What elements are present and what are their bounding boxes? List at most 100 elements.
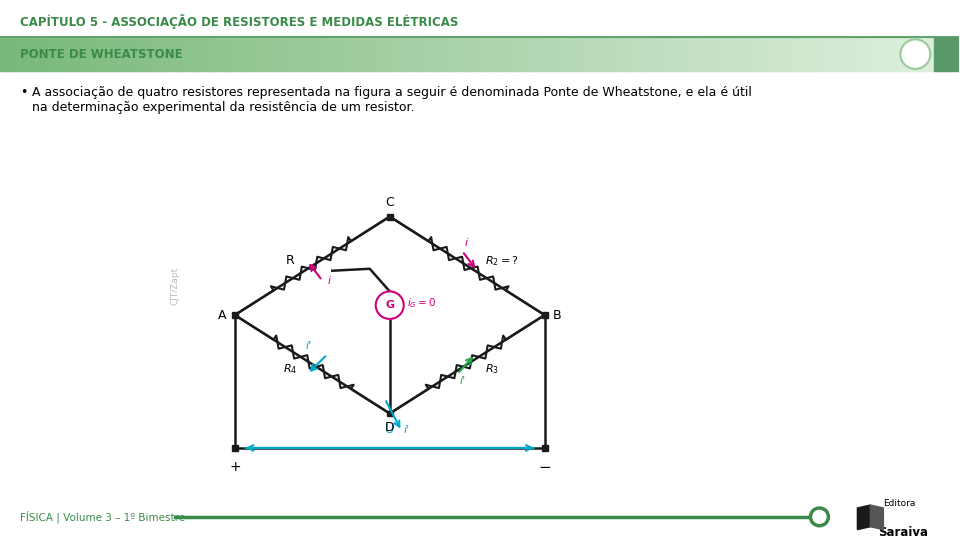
Bar <box>351 37 356 71</box>
Bar <box>825 37 829 71</box>
Bar <box>502 37 506 71</box>
Bar <box>690 37 695 71</box>
Bar <box>236 37 241 71</box>
Bar <box>16 37 20 71</box>
Bar <box>22 37 27 71</box>
Bar <box>288 37 292 71</box>
Bar <box>438 37 443 71</box>
Bar <box>707 37 711 71</box>
Bar <box>853 37 858 71</box>
Bar <box>694 37 698 71</box>
Bar <box>32 37 36 71</box>
Bar <box>231 312 238 318</box>
Bar <box>255 37 260 71</box>
Bar <box>767 37 772 71</box>
Bar <box>684 37 688 71</box>
Bar <box>29 37 33 71</box>
Text: $R_2 = ?$: $R_2 = ?$ <box>485 254 519 268</box>
Bar <box>915 37 919 71</box>
Bar <box>346 37 349 71</box>
Bar <box>512 37 516 71</box>
Bar <box>96 37 100 71</box>
Bar <box>67 37 71 71</box>
Bar <box>918 37 922 71</box>
Bar <box>447 37 452 71</box>
Bar <box>125 37 129 71</box>
Bar <box>755 37 758 71</box>
Bar <box>495 37 500 71</box>
Bar <box>518 37 522 71</box>
Bar <box>317 37 321 71</box>
Bar <box>122 37 126 71</box>
Bar <box>170 37 174 71</box>
Bar <box>387 214 393 220</box>
Bar <box>208 37 212 71</box>
Bar <box>211 37 215 71</box>
Bar <box>224 37 228 71</box>
Bar <box>566 37 570 71</box>
Circle shape <box>810 508 828 526</box>
Bar <box>796 37 801 71</box>
Bar <box>432 37 436 71</box>
Text: $i_G = 0$: $i_G = 0$ <box>407 296 436 310</box>
Bar <box>435 37 439 71</box>
Polygon shape <box>871 505 883 530</box>
Text: C: C <box>385 195 395 209</box>
Bar <box>144 37 148 71</box>
Bar <box>745 37 749 71</box>
Bar <box>742 37 746 71</box>
Bar <box>329 37 333 71</box>
Bar <box>643 37 647 71</box>
Bar <box>927 37 931 71</box>
Bar <box>678 37 683 71</box>
Text: i': i' <box>459 376 466 386</box>
Bar <box>822 37 826 71</box>
Bar <box>160 37 164 71</box>
Bar <box>332 37 337 71</box>
Bar <box>326 37 330 71</box>
Bar <box>531 37 535 71</box>
Bar <box>560 37 564 71</box>
Bar <box>310 37 314 71</box>
Bar <box>803 37 806 71</box>
Bar <box>541 312 547 318</box>
Bar <box>115 37 119 71</box>
Bar <box>48 37 52 71</box>
Text: U: U <box>385 423 395 436</box>
Bar <box>189 37 193 71</box>
Text: −: − <box>539 460 551 475</box>
Bar <box>365 37 369 71</box>
Bar <box>470 37 474 71</box>
Bar <box>831 37 835 71</box>
Bar <box>93 37 97 71</box>
Text: •: • <box>20 86 28 99</box>
Bar <box>64 37 68 71</box>
Bar <box>687 37 692 71</box>
Bar <box>3 37 8 71</box>
Bar <box>0 37 4 71</box>
Bar <box>620 37 625 71</box>
Bar <box>729 37 733 71</box>
Bar <box>838 37 842 71</box>
Bar <box>406 37 410 71</box>
Bar <box>723 37 727 71</box>
Text: R: R <box>286 254 295 267</box>
Bar <box>36 37 39 71</box>
Bar <box>841 37 845 71</box>
Bar <box>528 37 532 71</box>
Bar <box>89 37 94 71</box>
Bar <box>156 37 161 71</box>
Bar <box>368 37 372 71</box>
Bar <box>250 37 253 71</box>
Bar <box>444 37 448 71</box>
Bar <box>492 37 496 71</box>
Bar <box>521 37 525 71</box>
Bar <box>611 37 615 71</box>
Bar <box>844 37 849 71</box>
Bar <box>639 37 644 71</box>
Bar <box>77 37 81 71</box>
Bar <box>630 37 635 71</box>
Bar <box>409 37 414 71</box>
Bar <box>10 37 13 71</box>
Bar <box>12 37 17 71</box>
